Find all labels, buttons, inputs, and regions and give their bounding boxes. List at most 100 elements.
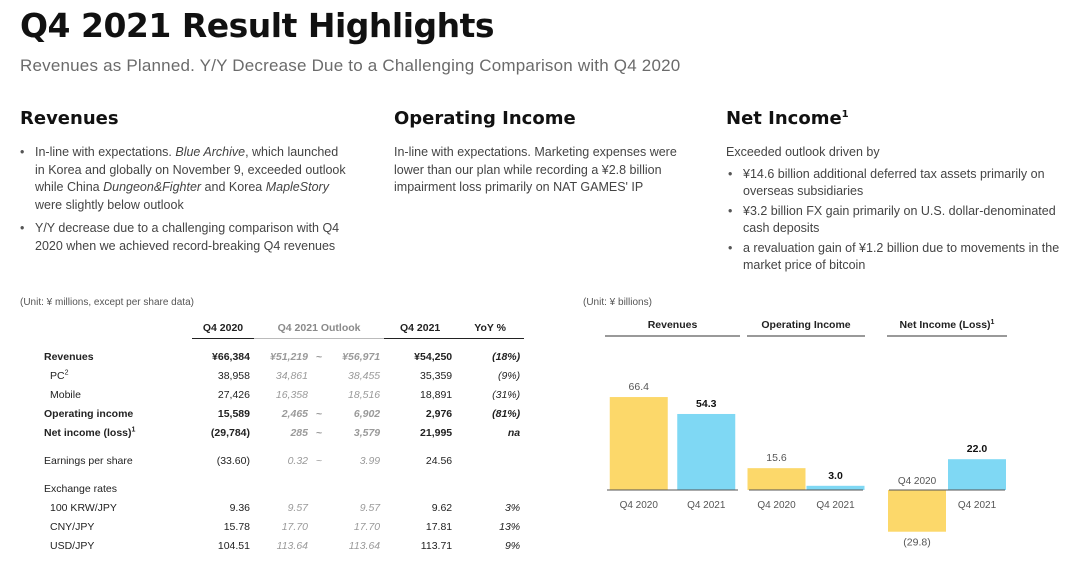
cell-yoy: (18%) xyxy=(492,350,521,363)
table-row-krw: 100 KRW/JPY 9.36 9.57 9.57 9.62 3% xyxy=(32,498,524,517)
cell-outlook-low: 113.64 xyxy=(276,539,308,552)
row-label: Exchange rates xyxy=(44,482,117,495)
chart-title: Net Income (Loss)1 xyxy=(900,319,995,331)
row-label-text: PC xyxy=(50,369,65,382)
tilde-empty xyxy=(312,517,326,536)
results-charts: Revenues 66.4 Q4 2020 54.3 Q4 2021 Operating … xyxy=(605,319,1007,549)
cell-outlook-high: 6,902 xyxy=(353,407,381,420)
chart-title: Revenues xyxy=(648,319,698,331)
chart-unit-note: (Unit: ¥ billions) xyxy=(583,297,652,308)
cell-q4-2020: 104.51 xyxy=(217,539,250,552)
header-q4-2020: Q4 2020 xyxy=(192,318,254,339)
net-income-heading: Net Income1 xyxy=(726,108,849,129)
chart-title: Operating Income xyxy=(761,319,850,331)
category-label: Q4 2021 xyxy=(958,500,997,511)
table-row-eps: Earnings per share (33.60) 0.32 ~ 3.99 2… xyxy=(32,451,524,470)
bar-q4-2021 xyxy=(948,459,1006,490)
tilde: ~ xyxy=(316,407,323,420)
cell-outlook-low: ¥51,219 xyxy=(270,350,308,363)
table-header-row: Q4 2020 Q4 2021 Outlook Q4 2021 YoY % xyxy=(32,318,525,339)
net-income-bullet: ¥3.2 billion FX gain primarily on U.S. d… xyxy=(728,203,1071,238)
table-row-revenues: Revenues ¥66,384 ¥51,219 ~ ¥56,971 ¥54,2… xyxy=(32,347,524,366)
net-income-heading-text: Net Income xyxy=(726,108,842,129)
cell-outlook-low: 17.70 xyxy=(281,520,308,533)
row-label: USD/JPY xyxy=(50,539,95,552)
row-label-text: Net income (loss) xyxy=(44,426,132,439)
revenues-heading: Revenues xyxy=(20,108,119,129)
cell-q4-2021: 24.56 xyxy=(425,454,453,467)
cell-q4-2020: 9.36 xyxy=(229,501,250,514)
data-label: (29.8) xyxy=(903,537,930,549)
page-subtitle: Revenues as Planned. Y/Y Decrease Due to… xyxy=(20,56,681,75)
data-label: 54.3 xyxy=(696,398,717,410)
cell-q4-2021: 21,995 xyxy=(420,426,453,439)
operating-income-text: In-line with expectations. Marketing exp… xyxy=(394,145,677,194)
bar-q4-2020 xyxy=(747,468,806,490)
cell-yoy: (81%) xyxy=(492,407,521,420)
category-label: Q4 2020 xyxy=(757,500,796,511)
financial-table: Q4 2020 Q4 2021 Outlook Q4 2021 YoY % Re… xyxy=(32,318,525,555)
header-yoy: YoY % xyxy=(456,318,525,339)
cell-outlook-high: 18,516 xyxy=(348,388,381,401)
cell-outlook-high: 3.99 xyxy=(359,454,381,467)
data-label: 22.0 xyxy=(967,443,988,455)
row-label: 100 KRW/JPY xyxy=(50,501,117,514)
footnote-marker: 2 xyxy=(64,369,69,376)
row-label: Revenues xyxy=(44,350,94,363)
header-q4-2021: Q4 2021 xyxy=(384,318,457,339)
cell-outlook-high: ¥56,971 xyxy=(342,350,381,363)
tilde: ~ xyxy=(316,350,323,363)
row-label: Net income (loss)1 xyxy=(32,423,192,442)
cell-q4-2020: 27,426 xyxy=(217,388,250,401)
cell-q4-2020: 15,589 xyxy=(217,407,250,420)
cell-yoy: 9% xyxy=(504,539,521,552)
data-label: 3.0 xyxy=(828,470,843,482)
tilde-empty xyxy=(312,536,326,555)
tilde-empty xyxy=(312,366,326,385)
row-label: Earnings per share xyxy=(44,454,133,467)
footnote-marker: 1 xyxy=(131,426,136,433)
cell-q4-2021: 113.71 xyxy=(420,539,453,552)
tilde-empty xyxy=(312,498,326,517)
table-row-cny: CNY/JPY 15.78 17.70 17.70 17.81 13% xyxy=(32,517,524,536)
cell-q4-2020: ¥66,384 xyxy=(212,350,250,363)
text-fragment: , which launched in Korea and globally o… xyxy=(35,145,346,194)
row-label: PC2 xyxy=(32,366,192,385)
game-title: MapleStory xyxy=(265,180,329,194)
cell-q4-2021: ¥54,250 xyxy=(414,350,453,363)
cell-yoy xyxy=(456,451,524,470)
cell-yoy: 13% xyxy=(499,520,521,533)
cell-outlook-low: 0.32 xyxy=(287,454,308,467)
cell-outlook-high: 17.70 xyxy=(353,520,381,533)
table-row-pc: PC2 38,958 34,861 38,455 35,359 (9%) xyxy=(32,366,524,385)
cell-outlook-low: 285 xyxy=(290,426,308,439)
cell-yoy: (31%) xyxy=(492,388,521,401)
cell-yoy: (9%) xyxy=(497,369,521,382)
table-row-usd: USD/JPY 104.51 113.64 113.64 113.71 9% xyxy=(32,536,524,555)
cell-q4-2021: 9.62 xyxy=(431,501,453,514)
row-label: CNY/JPY xyxy=(50,520,95,533)
revenues-text: In-line with expectations. Blue Archive,… xyxy=(20,144,350,261)
page-title: Q4 2021 Result Highlights xyxy=(20,6,495,45)
table-row-exchange-rates-title: Exchange rates xyxy=(32,479,524,498)
game-title: Dungeon&Fighter xyxy=(103,180,202,194)
bar-q4-2020 xyxy=(888,490,946,532)
cell-q4-2021: 35,359 xyxy=(420,369,453,382)
header-blank xyxy=(32,318,192,338)
category-label: Q4 2021 xyxy=(687,500,726,511)
revenues-bullet-2: Y/Y decrease due to a challenging compar… xyxy=(20,220,350,255)
cell-q4-2020: (33.60) xyxy=(216,454,250,467)
cell-q4-2020: 15.78 xyxy=(223,520,250,533)
text-fragment: In-line with expectations. xyxy=(35,145,176,159)
footnote-marker: 1 xyxy=(841,109,849,120)
table-row-net-income: Net income (loss)1 (29,784) 285 ~ 3,579 … xyxy=(32,423,524,442)
cell-q4-2020: 38,958 xyxy=(217,369,250,382)
table-row-mobile: Mobile 27,426 16,358 18,516 18,891 (31%) xyxy=(32,385,524,404)
header-outlook: Q4 2021 Outlook xyxy=(254,318,385,339)
game-title: Blue Archive xyxy=(175,145,246,159)
revenues-bullet-1: In-line with expectations. Blue Archive,… xyxy=(20,144,350,214)
data-label: 66.4 xyxy=(629,381,650,393)
cell-outlook-high: 9.57 xyxy=(359,501,381,514)
cell-q4-2021: 2,976 xyxy=(425,407,453,420)
row-label: Operating income xyxy=(44,407,134,420)
